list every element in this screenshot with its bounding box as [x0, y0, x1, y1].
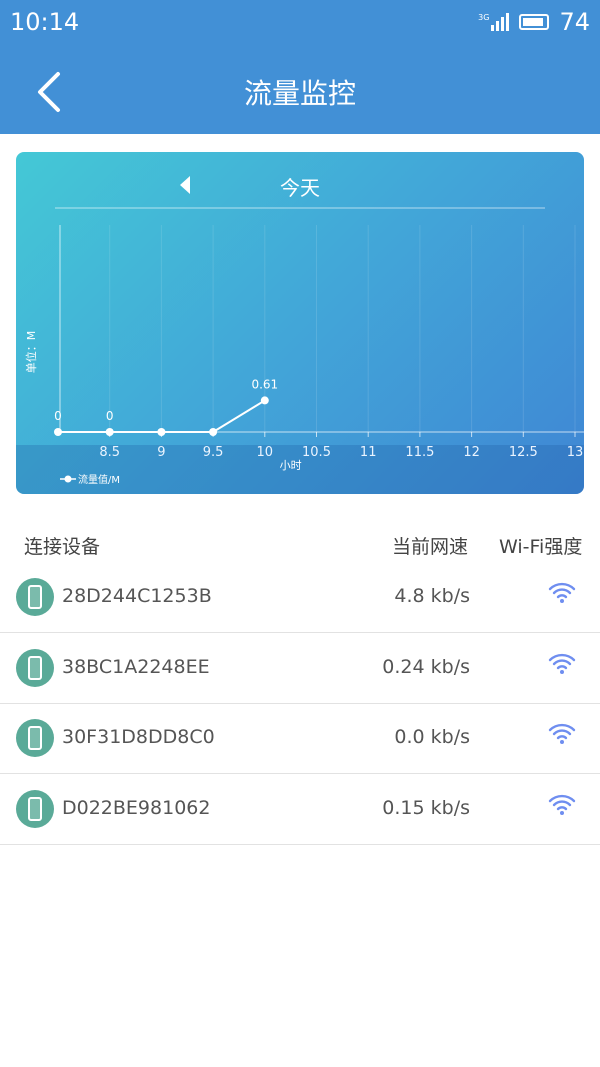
- traffic-chart: 今天 8.5 9 9.5 10 10.5 11 11.5 12 12.5 13 小时 单位：M 0 0 0.…: [16, 152, 584, 494]
- phone-icon: [16, 719, 54, 757]
- phone-icon: [16, 648, 54, 687]
- wifi-icon: [548, 653, 576, 674]
- device-row[interactable]: 28D244C1253B 4.8 kb/s: [0, 563, 600, 633]
- x-axis-label: 小时: [280, 459, 302, 472]
- device-speed: 0.0 kb/s: [394, 726, 470, 748]
- data-point: [105, 428, 114, 436]
- col-speed: 当前网速: [392, 536, 469, 558]
- data-point: [157, 428, 166, 436]
- data-label: 0: [106, 409, 114, 423]
- wifi-icon: [548, 723, 576, 744]
- x-tick-label: 8.5: [99, 445, 120, 460]
- battery-level: 74: [559, 8, 590, 36]
- col-wifi: Wi-Fi强度: [499, 536, 583, 558]
- data-label: 0: [54, 409, 62, 423]
- device-name: 30F31D8DD8C0: [62, 726, 215, 748]
- phone-icon: [16, 789, 54, 828]
- x-tick-label: 10: [257, 445, 274, 460]
- data-point: [209, 428, 218, 436]
- wifi-icon: [548, 794, 576, 815]
- device-name: 28D244C1253B: [62, 585, 212, 607]
- x-tick-label: 9.5: [203, 445, 224, 460]
- device-speed: 0.15 kb/s: [382, 796, 470, 819]
- x-tick-label: 13: [567, 445, 584, 460]
- chart-plot: 8.5 9 9.5 10 10.5 11 11.5 12 12.5 13 小时 单位：M 0 0 0.61 流…: [24, 207, 584, 486]
- device-row[interactable]: 38BC1A2248EE 0.24 kb/s: [0, 634, 600, 704]
- data-label: 0.61: [251, 377, 278, 391]
- legend-label: 流量值/M: [78, 473, 120, 486]
- y-axis-label: 单位：M: [24, 331, 38, 374]
- x-tick-label: 11.5: [405, 445, 434, 460]
- x-tick-label: 11: [360, 445, 377, 460]
- phone-icon: [16, 578, 54, 616]
- back-button[interactable]: [34, 70, 74, 114]
- x-tick-label: 10.5: [302, 445, 331, 460]
- device-row[interactable]: 30F31D8DD8C0 0.0 kb/s: [0, 704, 600, 774]
- battery-icon: [519, 14, 550, 30]
- data-point: [260, 396, 269, 405]
- x-tick-label: 9: [157, 445, 165, 460]
- data-point: [54, 428, 62, 436]
- prev-day-button[interactable]: [180, 176, 190, 194]
- chart-title: 今天: [280, 176, 320, 200]
- device-speed: 4.8 kb/s: [394, 585, 470, 607]
- wifi-icon: [548, 582, 576, 603]
- col-device: 连接设备: [24, 536, 101, 558]
- x-tick-label: 12: [463, 445, 480, 460]
- device-name: 38BC1A2248EE: [62, 655, 210, 678]
- page-title: 流量监控: [243, 77, 356, 110]
- status-icons: 3G 74: [478, 8, 590, 36]
- status-time: 10:14: [10, 8, 80, 36]
- device-row[interactable]: D022BE981062 0.15 kb/s: [0, 775, 600, 845]
- app-header: 10:14 3G 74 流量监控: [0, 0, 600, 134]
- legend-marker: [64, 475, 72, 483]
- device-speed: 0.24 kb/s: [382, 655, 470, 678]
- signal-icon: 3G: [478, 13, 510, 31]
- x-tick-label: 12.5: [509, 445, 538, 460]
- device-name: D022BE981062: [62, 796, 211, 819]
